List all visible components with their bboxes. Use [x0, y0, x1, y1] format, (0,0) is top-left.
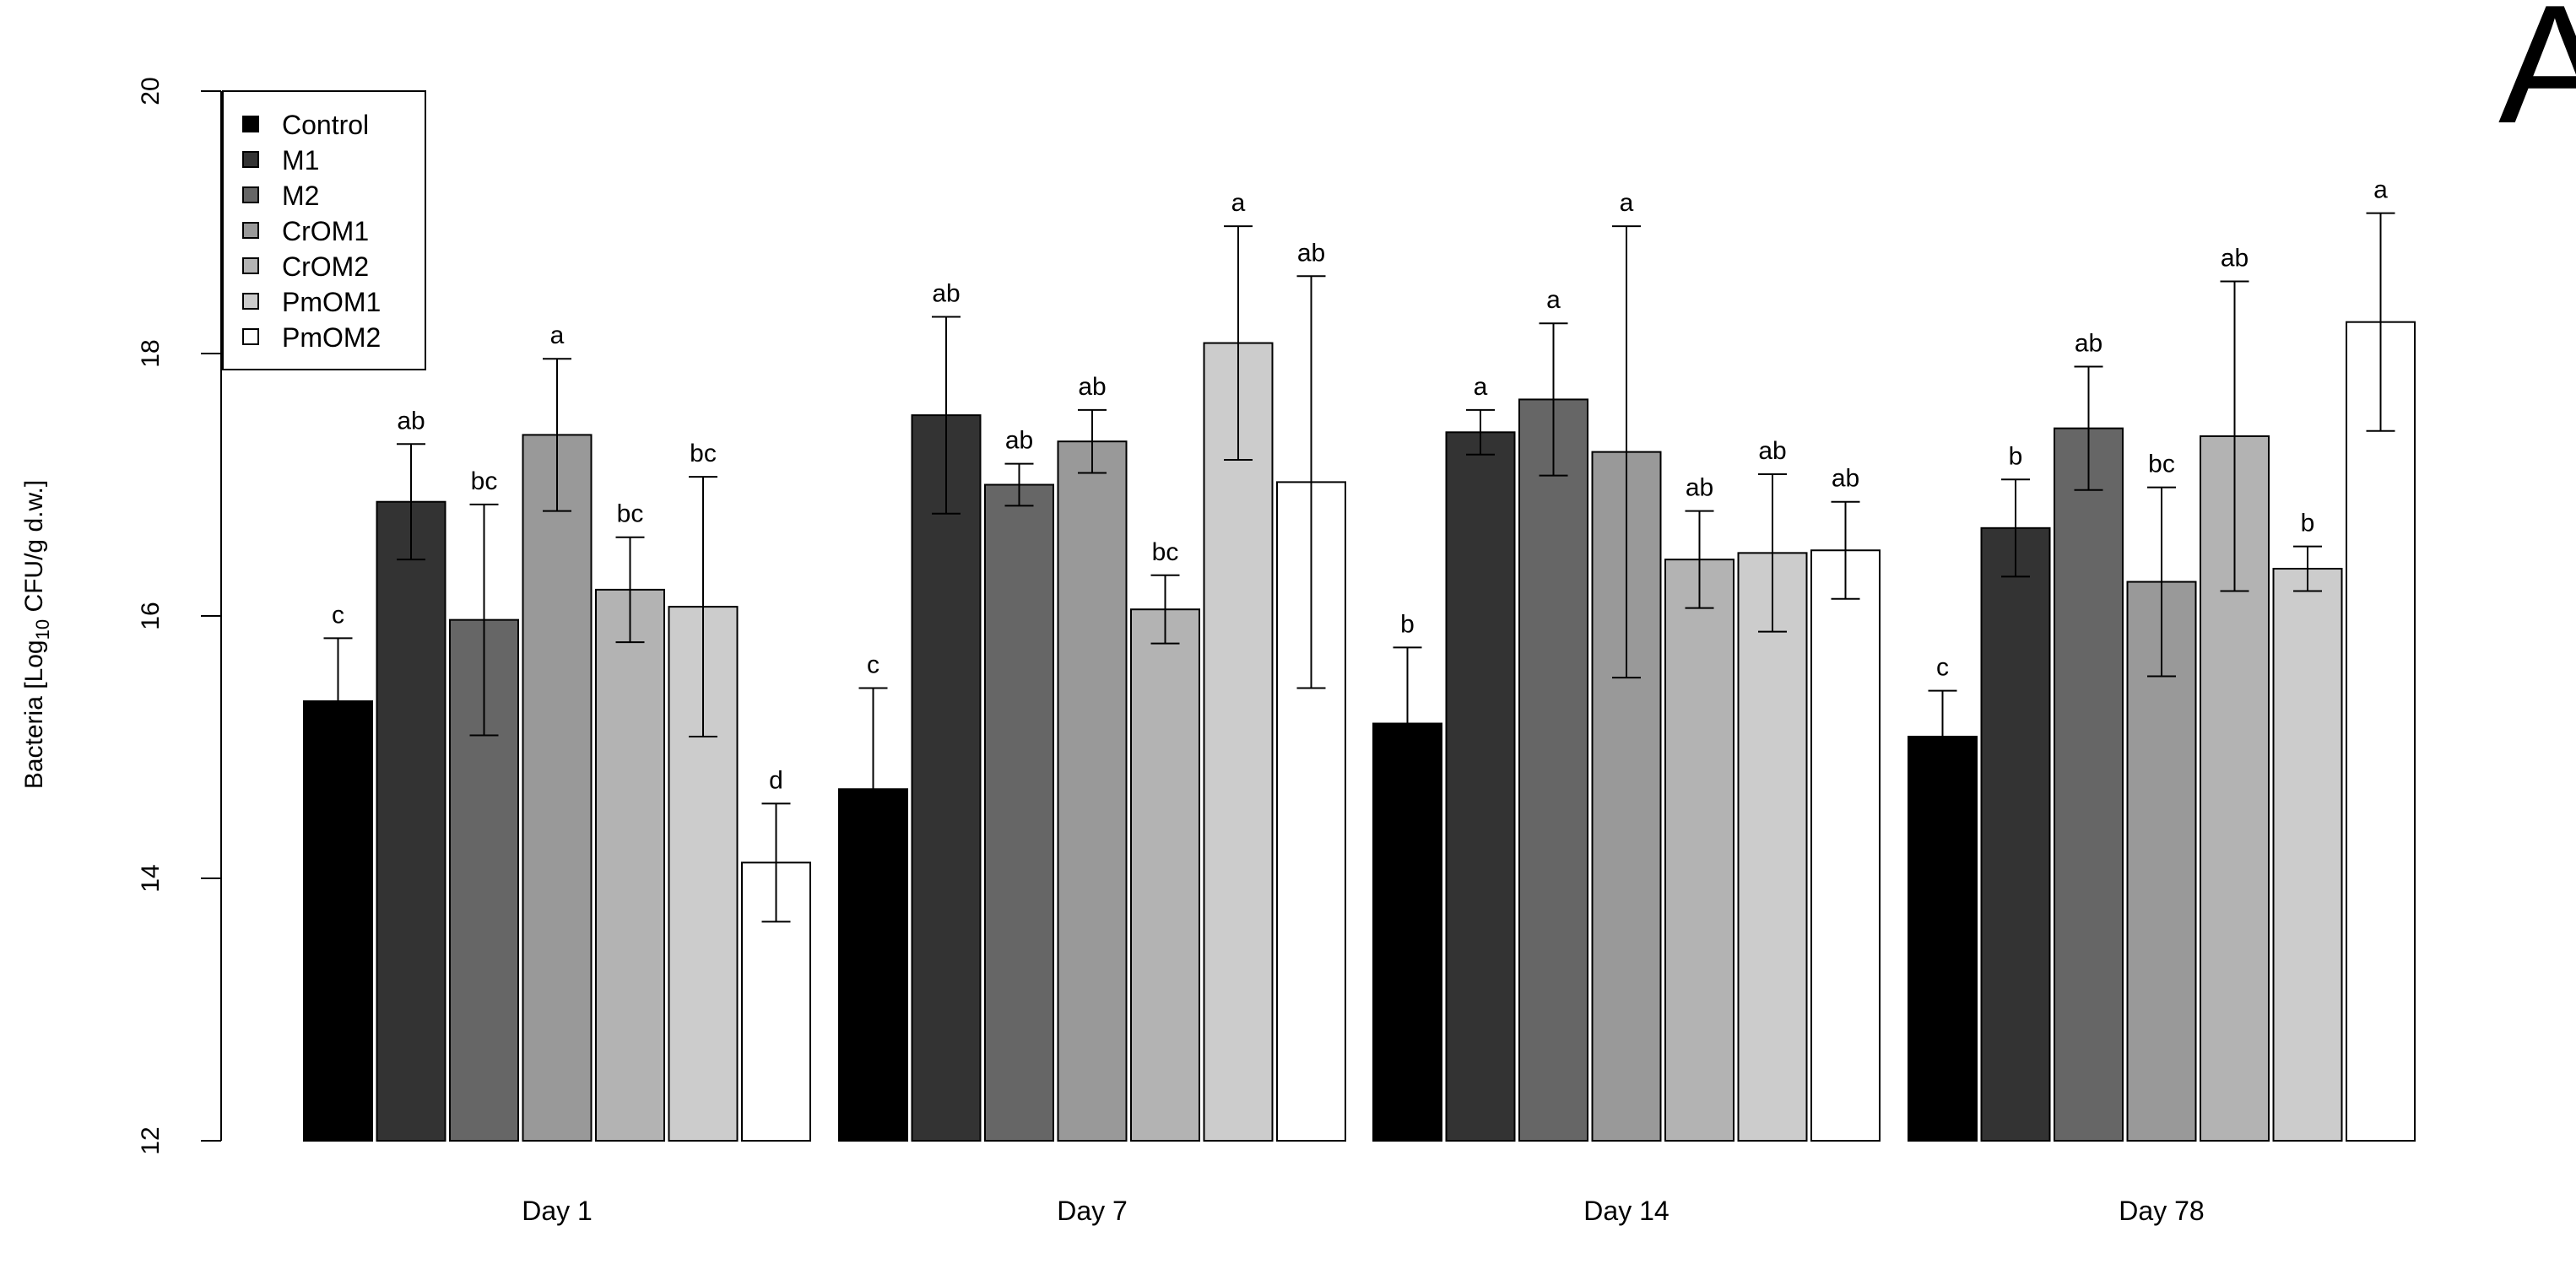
significance-letter: bc — [617, 500, 644, 528]
bar-crom1 — [1057, 440, 1128, 1142]
significance-letter: c — [1936, 654, 1949, 682]
bars — [303, 321, 2416, 1142]
bar-m2 — [1518, 398, 1588, 1142]
bar-crom1 — [522, 434, 593, 1142]
legend-label-crom1: CrOM1 — [282, 216, 369, 246]
significance-letter: b — [1400, 610, 1415, 638]
bar-crom2 — [1130, 608, 1200, 1142]
legend: Control M1 M2 CrOM1 CrOM2 PmOM1 PmOM2 — [222, 90, 426, 370]
y-tick-label: 20 — [137, 77, 165, 105]
bar-pmom1 — [2272, 568, 2343, 1142]
legend-swatch-crom2 — [242, 257, 259, 274]
significance-letter: c — [332, 601, 344, 629]
significance-letter: ab — [2221, 244, 2249, 272]
significance-letter: bc — [690, 440, 717, 467]
legend-label-m1: M1 — [282, 145, 319, 176]
significance-letters: cabbcabcbcdcabababbcaabbaaaabababcbabbca… — [332, 176, 2388, 795]
bar-pmom2 — [2346, 321, 2416, 1142]
legend-swatch-pmom1 — [242, 293, 259, 310]
significance-letter: a — [550, 321, 565, 349]
bar-m1 — [376, 500, 446, 1142]
significance-letter: ab — [2075, 330, 2102, 358]
significance-letter: a — [1546, 286, 1561, 314]
panel-label: A — [2498, 0, 2576, 159]
significance-letter: d — [769, 766, 783, 794]
significance-letter: ab — [1005, 427, 1033, 455]
bar-pmom2 — [1810, 549, 1881, 1142]
category-label: Day 1 — [522, 1196, 593, 1226]
significance-letter: bc — [1152, 538, 1179, 566]
significance-letter: b — [2301, 510, 2315, 537]
significance-letter: b — [2009, 442, 2023, 470]
y-tick-label: 16 — [137, 602, 165, 629]
legend-swatch-m1 — [242, 151, 259, 168]
legend-swatch-crom1 — [242, 222, 259, 239]
bar-m1 — [911, 414, 982, 1142]
y-axis-label: Bacteria [Log10 CFU/g d.w.] — [20, 480, 53, 789]
y-tick-label: 14 — [137, 864, 165, 892]
bar-control — [1908, 736, 1978, 1142]
y-tick-label: 18 — [137, 339, 165, 367]
legend-swatch-control — [242, 116, 259, 132]
bar-pmom1 — [1203, 342, 1274, 1142]
legend-label-crom2: CrOM2 — [282, 251, 369, 282]
significance-letter: ab — [397, 407, 425, 435]
legend-swatch-pmom2 — [242, 328, 259, 345]
significance-letter: bc — [2148, 451, 2175, 478]
legend-label-pmom1: PmOM1 — [282, 287, 381, 317]
significance-letter: a — [1474, 373, 1488, 401]
category-label: Day 14 — [1583, 1196, 1669, 1226]
legend-label-m2: M2 — [282, 181, 319, 211]
significance-letter: ab — [1832, 465, 1859, 493]
significance-letter: ab — [932, 279, 960, 307]
error-bars — [323, 212, 2395, 923]
bar-m1 — [1445, 431, 1516, 1142]
significance-letter: ab — [1758, 437, 1786, 465]
y-axis: 12 14 16 18 20 — [137, 77, 222, 1155]
bar-crom2 — [1664, 559, 1734, 1142]
legend-swatch-m2 — [242, 186, 259, 203]
bar-control — [303, 700, 373, 1142]
significance-letter: c — [867, 651, 879, 679]
significance-letter: ab — [1297, 239, 1325, 267]
category-labels: Day 1 Day 7 Day 14 Day 78 — [522, 1196, 2204, 1226]
category-label: Day 7 — [1057, 1196, 1128, 1226]
legend-label-control: Control — [282, 110, 369, 140]
significance-letter: a — [2373, 176, 2388, 204]
bar-m1 — [1980, 526, 2051, 1142]
legend-label-pmom2: PmOM2 — [282, 322, 381, 353]
significance-letter: a — [1620, 189, 1634, 217]
significance-letter: ab — [1078, 373, 1106, 401]
y-tick-label: 12 — [137, 1126, 165, 1154]
significance-letter: a — [1231, 189, 1246, 217]
bar-m2 — [2054, 427, 2124, 1142]
significance-letter: bc — [471, 467, 498, 495]
category-label: Day 78 — [2119, 1196, 2204, 1226]
bar-crom2 — [595, 588, 665, 1142]
bar-pmom1 — [1737, 552, 1808, 1142]
bar-m2 — [984, 483, 1054, 1142]
significance-letter: ab — [1686, 474, 1713, 502]
